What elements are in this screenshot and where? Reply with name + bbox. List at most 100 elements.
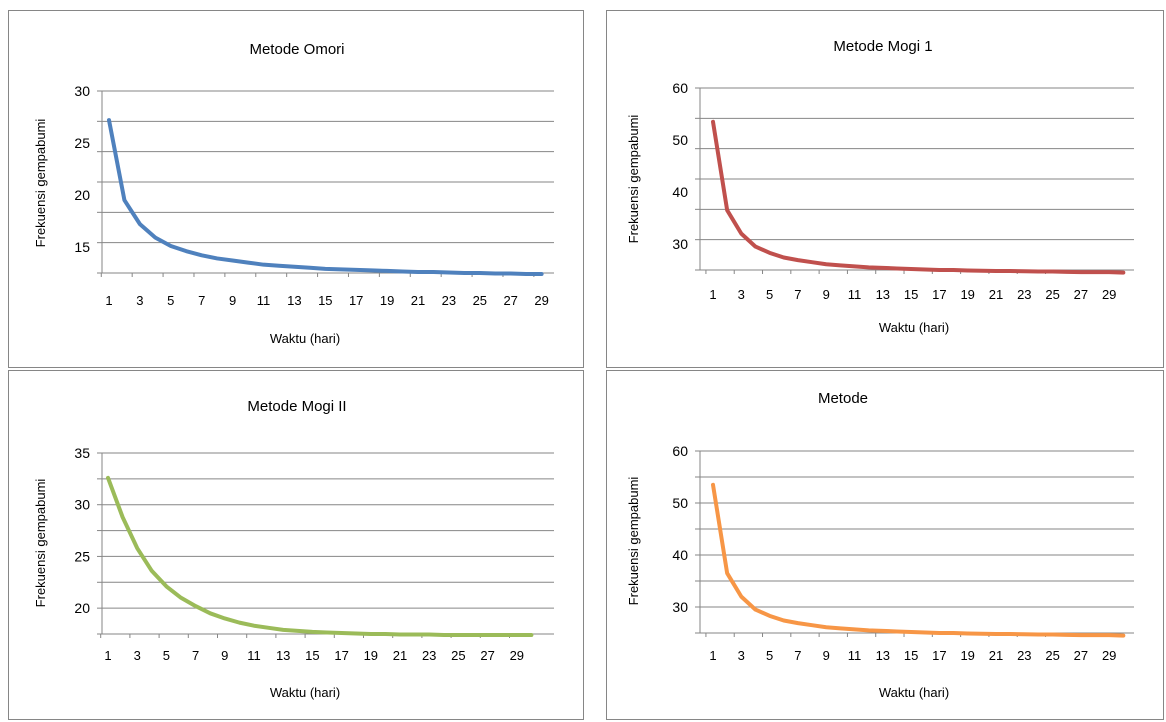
y-tick-label: 15 (74, 239, 90, 255)
x-tick-label: 1 (709, 648, 716, 663)
x-tick-label: 5 (167, 293, 174, 308)
y-axis-label: Frekuensi gempabumi (33, 119, 48, 248)
x-tick-label: 17 (334, 648, 348, 663)
x-tick-label: 25 (1045, 648, 1059, 663)
x-tick-label: 13 (276, 648, 290, 663)
x-tick-label: 19 (364, 648, 378, 663)
x-tick-label: 15 (305, 648, 319, 663)
series-line (711, 119, 1126, 275)
x-tick-label: 13 (287, 293, 301, 308)
x-tick-label: 23 (442, 293, 456, 308)
y-tick-label: 60 (672, 80, 688, 96)
x-tick-label: 19 (960, 648, 974, 663)
x-tick-label: 19 (380, 293, 394, 308)
x-tick-label: 1 (105, 293, 112, 308)
y-tick-label: 50 (672, 495, 688, 511)
chart-panel-mogi-2: Metode Mogi II 20 25 30 35 1 3 5 7 9 11 13 15 17 19 21 2… (8, 370, 584, 720)
x-tick-label: 25 (1045, 287, 1059, 302)
chart-title: Metode (818, 390, 868, 407)
x-tick-label: 9 (221, 648, 228, 663)
x-tick-label: 1 (104, 648, 111, 663)
chart-panel-metode: Metode 30 40 50 60 1 3 5 7 9 11 13 15 17 19 21 23 25 27 29 W… (606, 370, 1164, 720)
y-tick-label: 60 (672, 443, 688, 459)
x-tick-label: 29 (534, 293, 548, 308)
x-tick-label: 7 (198, 293, 205, 308)
y-tick-label: 30 (672, 236, 688, 252)
x-tick-label: 5 (163, 648, 170, 663)
y-tick-label: 40 (672, 184, 688, 200)
x-axis-label: Waktu (hari) (270, 685, 340, 700)
x-tick-label: 9 (229, 293, 236, 308)
x-tick-label: 15 (904, 648, 918, 663)
x-tick-label: 21 (411, 293, 425, 308)
chart-title: Metode Mogi II (247, 398, 346, 415)
y-tick-label: 50 (672, 132, 688, 148)
x-tick-label: 11 (848, 648, 862, 663)
x-tick-label: 29 (510, 648, 524, 663)
x-tick-label: 27 (480, 648, 494, 663)
y-axis-label: Frekuensi gempabumi (33, 479, 48, 608)
x-tick-label: 5 (766, 287, 773, 302)
x-tick-label: 1 (709, 287, 716, 302)
x-tick-label: 3 (136, 293, 143, 308)
x-tick-label: 7 (192, 648, 199, 663)
x-tick-label: 11 (247, 648, 261, 663)
x-tick-label: 27 (503, 293, 517, 308)
x-tick-label: 19 (960, 287, 974, 302)
x-tick-label: 27 (1074, 648, 1088, 663)
x-tick-label: 15 (904, 287, 918, 302)
x-tick-label: 13 (876, 648, 890, 663)
chart-panel-omori: Metode Omori 15 20 25 30 1 3 5 7 9 11 13 15 17 19 21 23 2… (8, 10, 584, 368)
y-axis-label: Frekuensi gempabumi (626, 115, 641, 244)
y-tick-label: 25 (74, 135, 90, 151)
x-tick-label: 9 (823, 287, 830, 302)
x-axis-label: Waktu (hari) (879, 685, 949, 700)
y-axis-label: Frekuensi gempabumi (626, 477, 641, 606)
x-tick-label: 3 (738, 648, 745, 663)
chart-panel-mogi-1: Metode Mogi 1 30 40 50 60 1 3 5 7 9 11 13 15 17 19 21 23… (606, 10, 1164, 368)
x-tick-label: 3 (134, 648, 141, 663)
x-tick-label: 15 (318, 293, 332, 308)
x-tick-label: 23 (1017, 287, 1031, 302)
x-tick-label: 3 (738, 287, 745, 302)
x-tick-label: 21 (393, 648, 407, 663)
x-tick-label: 25 (473, 293, 487, 308)
x-tick-label: 11 (257, 293, 271, 308)
x-tick-label: 5 (766, 648, 773, 663)
chart-title: Metode Omori (249, 41, 344, 58)
x-tick-label: 21 (989, 648, 1003, 663)
x-tick-label: 21 (989, 287, 1003, 302)
x-tick-label: 11 (848, 287, 862, 302)
x-tick-label: 9 (823, 648, 830, 663)
y-tick-label: 20 (74, 187, 90, 203)
y-tick-label: 35 (74, 445, 90, 461)
series-line (106, 475, 534, 638)
x-tick-label: 17 (932, 287, 946, 302)
x-tick-label: 17 (349, 293, 363, 308)
x-tick-label: 29 (1102, 287, 1116, 302)
x-axis-label: Waktu (hari) (879, 320, 949, 335)
y-tick-label: 30 (672, 599, 688, 615)
x-tick-label: 7 (794, 648, 801, 663)
series-line (107, 118, 544, 277)
x-tick-label: 23 (422, 648, 436, 663)
x-tick-label: 29 (1102, 648, 1116, 663)
series-line (711, 482, 1126, 638)
x-tick-label: 25 (451, 648, 465, 663)
y-tick-label: 20 (74, 600, 90, 616)
x-tick-label: 7 (794, 287, 801, 302)
x-tick-label: 27 (1074, 287, 1088, 302)
chart-title: Metode Mogi 1 (833, 38, 932, 55)
x-axis-label: Waktu (hari) (270, 331, 340, 346)
y-tick-label: 25 (74, 548, 90, 564)
x-tick-label: 13 (876, 287, 890, 302)
y-tick-label: 30 (74, 83, 90, 99)
x-tick-label: 17 (932, 648, 946, 663)
y-tick-label: 30 (74, 497, 90, 513)
x-tick-label: 23 (1017, 648, 1031, 663)
y-tick-label: 40 (672, 547, 688, 563)
